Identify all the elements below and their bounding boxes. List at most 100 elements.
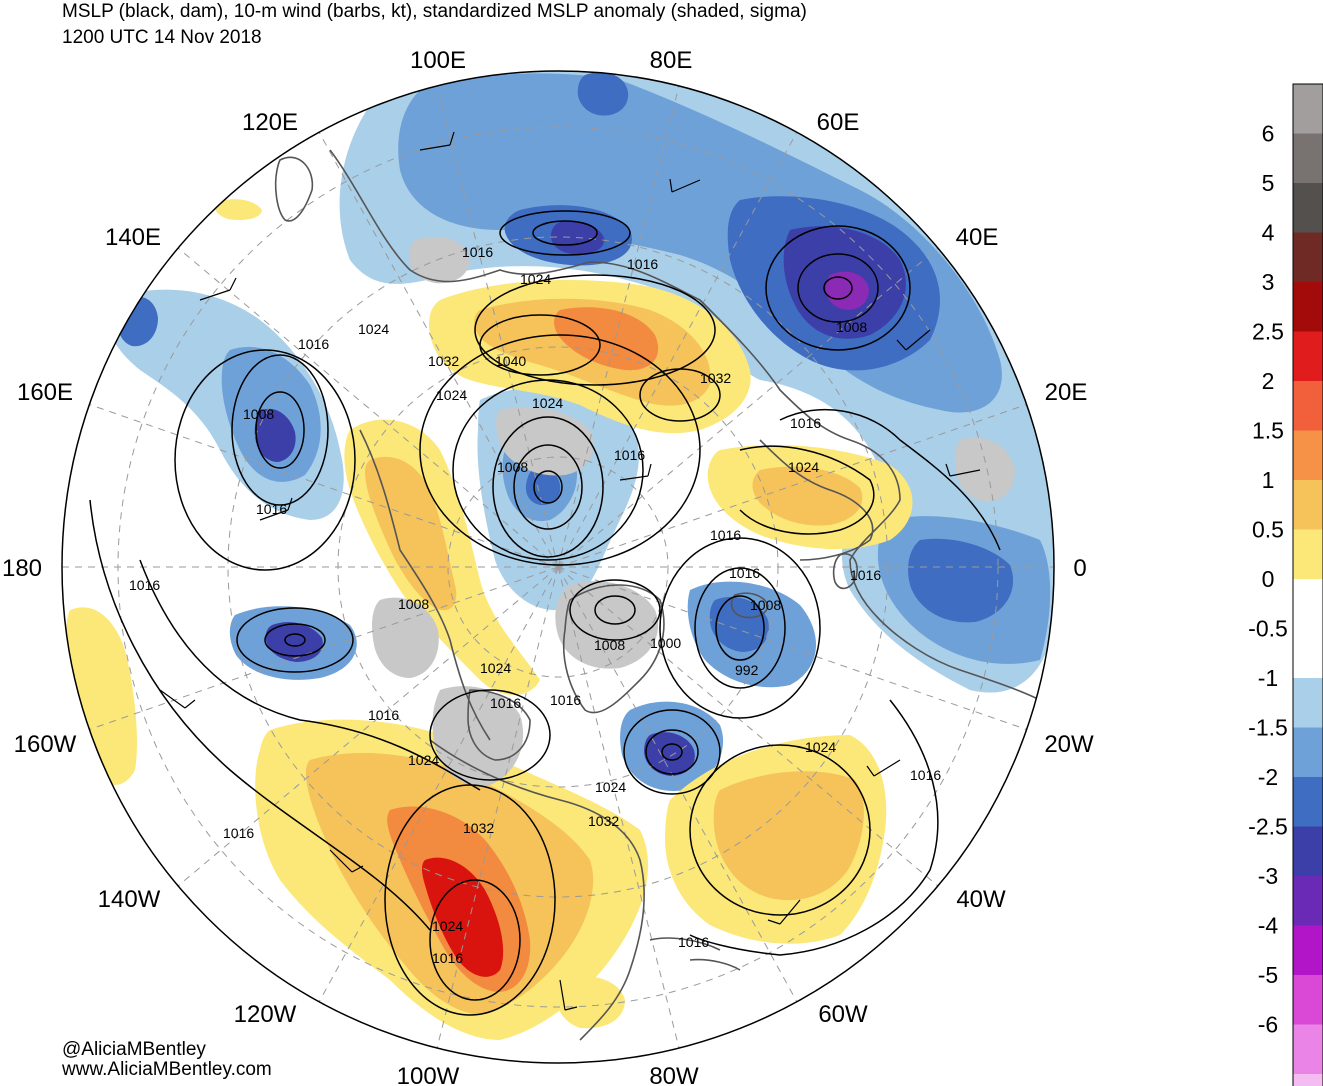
positive-anomaly-far-east-strip (215, 199, 262, 220)
isobar-label: 1008 (243, 406, 274, 422)
positive-anomaly-north-america-peak (422, 857, 504, 977)
negative-anomaly-arctic-peak (525, 468, 561, 506)
coastline-hudson-bay (467, 689, 531, 761)
isobar-label: 1016 (490, 695, 521, 711)
coastline-eurasia (329, 149, 1041, 701)
meridian-160w-line (87, 566, 559, 731)
meridian-160e-line (87, 403, 559, 568)
isobar-label: 1024 (788, 459, 819, 475)
colorbar-tick-label: -1 (1258, 665, 1278, 691)
isobar-label: 1016 (432, 950, 463, 966)
meridian-60e-line (557, 131, 798, 568)
isobar-west-pacific-low-inner (255, 391, 305, 469)
map-disc: 1016 1016 1024 1024 1032 1040 1024 1032 … (62, 71, 1054, 1063)
colorbar: 6 5 4 3 2.5 2 1.5 1 0.5 0 -0.5 -1 -1.5 -2 -2.5 -3 -4 -5 -6 (1248, 83, 1323, 1086)
colorbar-tick-label: -2.5 (1248, 814, 1288, 840)
negative-anomaly-central-pacific-core (265, 622, 323, 662)
isobar-arctic-1024 (419, 334, 701, 566)
colorbar-tick-label: -5 (1258, 962, 1278, 988)
gray-anomaly-scandinavia (955, 437, 1015, 502)
meridian-140w-line (177, 566, 559, 887)
wind-barb (419, 131, 455, 151)
isobar-pacific-1016-arc (139, 559, 481, 791)
colorbar-tick-label: 2.5 (1252, 319, 1284, 345)
latitude-circle-70n (337, 346, 779, 788)
meridian-40e-line (557, 247, 939, 568)
isobar-iceland-low-992 (694, 567, 786, 689)
latitude-circle-80n (447, 456, 669, 678)
isobar-central-pacific-low-inner (264, 623, 326, 657)
isobar-siberia-high-east (639, 368, 721, 422)
figure-title: MSLP (black, dam), 10-m wind (barbs, kt)… (62, 1, 807, 22)
isobar-label: 1016 (462, 244, 493, 260)
colorbar-segment (1293, 628, 1323, 678)
longitude-label-180: 180 (2, 555, 42, 582)
colorbar-tick-label: 0 (1262, 566, 1275, 592)
meridian-100e-line (436, 85, 559, 568)
isobar-label: 1016 (678, 934, 709, 950)
meridian-20w-line (557, 566, 1029, 731)
longitude-label-80w: 80W (649, 1063, 699, 1086)
wind-barb (669, 178, 701, 193)
isobar-label: 1040 (495, 353, 526, 369)
positive-anomaly-alaska-arc-core (365, 456, 457, 611)
longitude-label-60e: 60E (817, 109, 860, 136)
wind-barb (259, 497, 293, 521)
isobar-label: 1016 (790, 415, 821, 431)
meridian-120e-line (318, 131, 559, 568)
isobar-label: 1032 (428, 353, 459, 369)
isobar-pacific-1016-outer (89, 499, 431, 931)
isobar-arctic-1016 (452, 379, 644, 561)
isobar-labrador-low-1000 (623, 709, 721, 795)
negative-anomaly-labrador-core (644, 732, 695, 776)
latitude-circle-50n (117, 126, 999, 1008)
latitude-circle-60n (227, 236, 889, 898)
longitude-label-140w: 140W (98, 886, 161, 913)
isobar-siberia-low-inner (532, 220, 598, 246)
coastlines (274, 149, 1041, 1041)
wind-barb (945, 463, 981, 477)
isobar-label: 992 (735, 662, 759, 678)
gray-anomaly-east-siberia (408, 236, 470, 284)
isobar-label-layer: 1016 1016 1024 1024 1032 1040 1024 1032 … (129, 244, 941, 966)
isobar-label: 1008 (497, 459, 528, 475)
colorbar-segment (1293, 777, 1323, 827)
colorbar-segment (1293, 876, 1323, 926)
longitude-label-40w: 40W (956, 886, 1006, 913)
coastline-iceland (730, 592, 769, 619)
isobar-label: 1024 (520, 271, 551, 287)
isobar-label: 1016 (910, 767, 941, 783)
colorbar-tick-label: 2 (1262, 368, 1275, 394)
isobar-label: 1024 (595, 779, 626, 795)
negative-anomaly-west-pacific-peak (254, 408, 296, 462)
longitude-label-120w: 120W (234, 1001, 297, 1028)
isobar-siberia-high-1040 (479, 314, 601, 376)
wind-barb (329, 849, 364, 873)
colorbar-tick-label: 1.5 (1252, 418, 1284, 444)
coastline-north-america (429, 739, 645, 1041)
isobar-label: 1016 (710, 527, 741, 543)
isobar-russia-low-center (823, 276, 853, 300)
colorbar-segment (1293, 232, 1323, 282)
longitude-label-80e: 80E (650, 47, 693, 74)
isobar-greenland-high-inner (594, 595, 636, 625)
negative-anomaly-north-atlantic-core (908, 538, 1014, 623)
longitude-label-20e: 20E (1045, 379, 1088, 406)
isobars (89, 210, 1001, 1016)
longitude-label-100w: 100W (397, 1063, 460, 1086)
isobar-arctic-low-1008 (492, 416, 604, 558)
longitude-label-160w: 160W (14, 731, 77, 758)
isobar-north-america-high-1024 (384, 784, 556, 1016)
isobar-arctic-low-inner (513, 444, 583, 530)
wind-barb (619, 463, 652, 481)
isobar-label: 1016 (850, 567, 881, 583)
gray-anomaly-kara (496, 406, 594, 476)
negative-anomaly-north-top (577, 72, 629, 116)
isobar-central-pacific-low-1008 (236, 607, 354, 673)
meridian-100w-line (436, 566, 559, 1049)
isobar-siberia-high-1032 (474, 274, 716, 386)
colorbar-tick-label: 4 (1262, 220, 1275, 246)
isobar-label: 1032 (588, 813, 619, 829)
